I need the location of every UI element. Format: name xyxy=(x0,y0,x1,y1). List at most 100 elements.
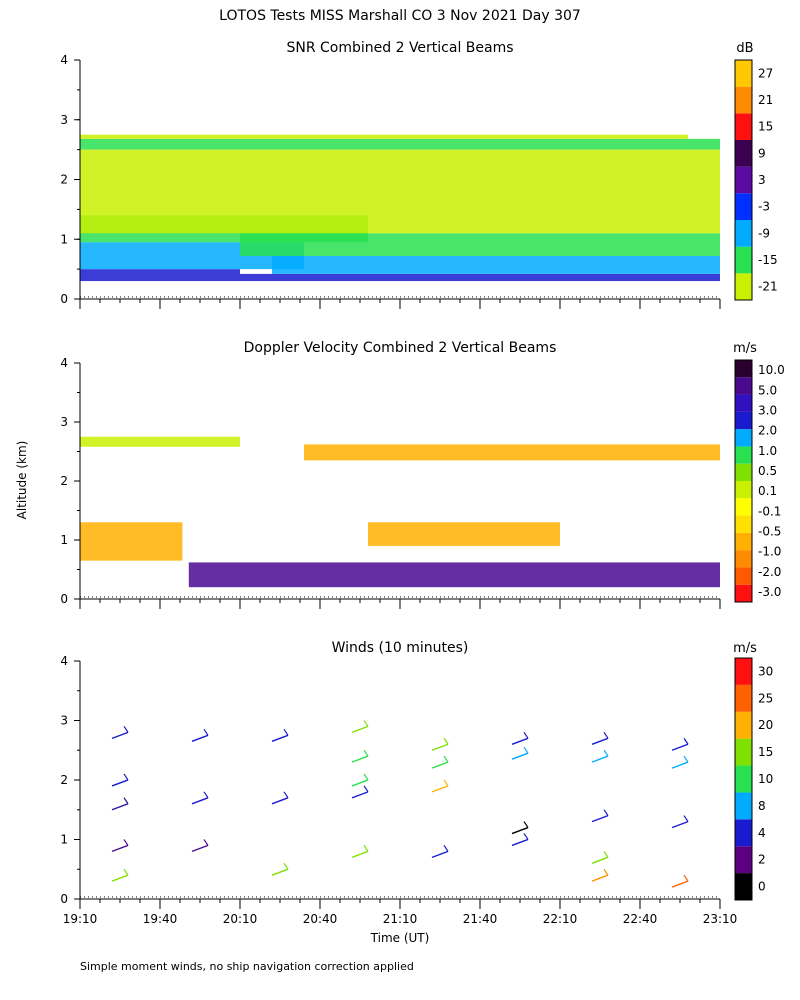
panel-snr-title: SNR Combined 2 Vertical Beams xyxy=(286,40,513,56)
colorbar-frame xyxy=(734,657,753,901)
colorbar-label: -21 xyxy=(758,280,778,294)
heatmap-band-strong-1 xyxy=(240,273,720,282)
colorbar-label: 1.0 xyxy=(758,444,777,458)
colorbar-segment-5 xyxy=(735,140,752,167)
y-tick-label-3: 3 xyxy=(60,714,68,728)
wind-barb-flag-4-1 xyxy=(443,755,449,763)
colorbar-segment-0 xyxy=(735,273,752,300)
y-tick-label-1: 1 xyxy=(60,232,68,246)
wind-barb-2-2 xyxy=(271,868,289,876)
colorbar-label: 3 xyxy=(758,173,766,187)
panel-winds-unit: m/s xyxy=(733,641,757,656)
wind-barb-flag-6-4 xyxy=(603,868,609,876)
y-tick-label-2: 2 xyxy=(60,173,68,187)
colorbar-label: -0.1 xyxy=(758,504,781,518)
colorbar-segment-2 xyxy=(735,819,752,847)
footnote: Simple moment winds, no ship navigation … xyxy=(80,960,414,973)
wind-barb-flag-2-0 xyxy=(283,728,289,736)
x-tick-label-22:10: 22:10 xyxy=(543,912,578,926)
heatmap-band-low-1 xyxy=(240,233,720,256)
wind-barb-7-2 xyxy=(671,820,689,829)
colorbar-segment-8 xyxy=(735,658,752,685)
heatmap-band-top-edge-0 xyxy=(80,436,240,447)
heatmap-band-lower-0 xyxy=(80,522,183,561)
x-tick-label-19:10: 19:10 xyxy=(63,912,98,926)
x-tick-label-21:10: 21:10 xyxy=(383,912,418,926)
wind-barb-flag-3-4 xyxy=(363,845,369,852)
wind-barb-flag-4-0 xyxy=(443,737,449,745)
colorbar-segment-1 xyxy=(735,246,752,274)
heatmap-band-near-surface-0 xyxy=(188,562,721,588)
colorbar-label: 15 xyxy=(758,120,773,134)
colorbar-label: 10 xyxy=(758,772,773,786)
colorbar-label: 2.0 xyxy=(758,424,777,438)
wind-barb-flag-6-2 xyxy=(603,809,609,816)
wind-barb-flag-1-2 xyxy=(203,839,209,846)
colorbar-segment-8 xyxy=(735,60,752,87)
shared-ylabel: Altitude (km) xyxy=(15,441,29,520)
panel-doppler-title: Doppler Velocity Combined 2 Vertical Bea… xyxy=(244,340,557,356)
wind-barb-flag-0-0 xyxy=(123,726,129,733)
wind-barb-6-4 xyxy=(591,874,609,882)
colorbar-label: 0.1 xyxy=(758,484,777,498)
wind-barb-flag-7-0 xyxy=(683,737,689,745)
wind-barb-0-0 xyxy=(111,731,129,740)
wind-barb-flag-1-1 xyxy=(203,791,209,799)
heatmap-band-top-0 xyxy=(304,444,720,461)
colorbar-label: 15 xyxy=(758,745,773,759)
colorbar-frame xyxy=(734,59,753,301)
wind-barb-0-2 xyxy=(111,803,129,811)
wind-barb-flag-5-3 xyxy=(523,833,529,840)
wind-barb-0-1 xyxy=(111,779,129,787)
y-tick-label-3: 3 xyxy=(60,113,68,127)
colorbar-label: 30 xyxy=(758,664,773,678)
y-tick-label-4: 4 xyxy=(60,53,68,67)
y-tick-label-0: 0 xyxy=(60,592,68,606)
wind-barb-4-1 xyxy=(431,761,449,769)
wind-barb-7-1 xyxy=(671,761,689,769)
colorbar-segment-5 xyxy=(735,498,752,516)
heatmap-band-mid-1 xyxy=(272,255,720,274)
wind-barb-4-2 xyxy=(431,785,449,793)
wind-barb-5-3 xyxy=(511,838,529,847)
wind-barb-flag-7-2 xyxy=(683,815,689,822)
wind-barb-0-4 xyxy=(111,874,129,882)
x-tick-label-21:40: 21:40 xyxy=(463,912,498,926)
colorbar-segment-4 xyxy=(735,166,752,194)
colorbar-label: 9 xyxy=(758,146,766,160)
wind-barb-1-2 xyxy=(191,844,209,853)
wind-barb-flag-2-1 xyxy=(283,791,289,799)
wind-barb-7-3 xyxy=(671,880,689,888)
colorbar-segment-2 xyxy=(735,550,752,568)
wind-barb-flag-6-1 xyxy=(603,749,609,757)
main-title: LOTOS Tests MISS Marshall CO 3 Nov 2021 … xyxy=(219,8,581,24)
wind-barb-5-1 xyxy=(511,752,529,760)
wind-barb-flag-0-4 xyxy=(123,868,129,876)
wind-barb-2-0 xyxy=(271,734,289,742)
wind-barb-flag-3-1 xyxy=(363,749,369,757)
wind-barb-6-2 xyxy=(591,814,609,823)
wind-barb-flag-3-2 xyxy=(363,773,369,781)
colorbar-label: 0 xyxy=(758,880,766,894)
colorbar-label: -2.0 xyxy=(758,565,781,579)
wind-barb-2-1 xyxy=(271,797,289,805)
panel-snr: SNR Combined 2 Vertical Beams dB 0 1 2 3 4 -2… xyxy=(60,40,778,309)
wind-barb-flag-4-2 xyxy=(443,779,449,787)
colorbar-label: 2 xyxy=(758,853,766,867)
wind-barb-0-3 xyxy=(111,844,129,853)
colorbar-segment-2 xyxy=(735,220,752,247)
colorbar-segment-3 xyxy=(735,792,752,820)
wind-barb-flag-6-0 xyxy=(603,731,609,739)
panel-winds-title: Winds (10 minutes) xyxy=(332,640,469,656)
wind-barb-flag-0-2 xyxy=(123,797,129,805)
colorbar-segment-10 xyxy=(735,411,752,430)
colorbar-segment-0 xyxy=(735,873,752,900)
wind-barb-flag-2-2 xyxy=(283,862,289,870)
colorbar-label: 5.0 xyxy=(758,383,777,397)
y-tick-label-3: 3 xyxy=(60,415,68,429)
colorbar-label: 4 xyxy=(758,826,766,840)
colorbar-label: -15 xyxy=(758,253,778,267)
wind-barb-flag-3-3 xyxy=(363,785,369,793)
wind-barb-3-1 xyxy=(351,755,369,763)
